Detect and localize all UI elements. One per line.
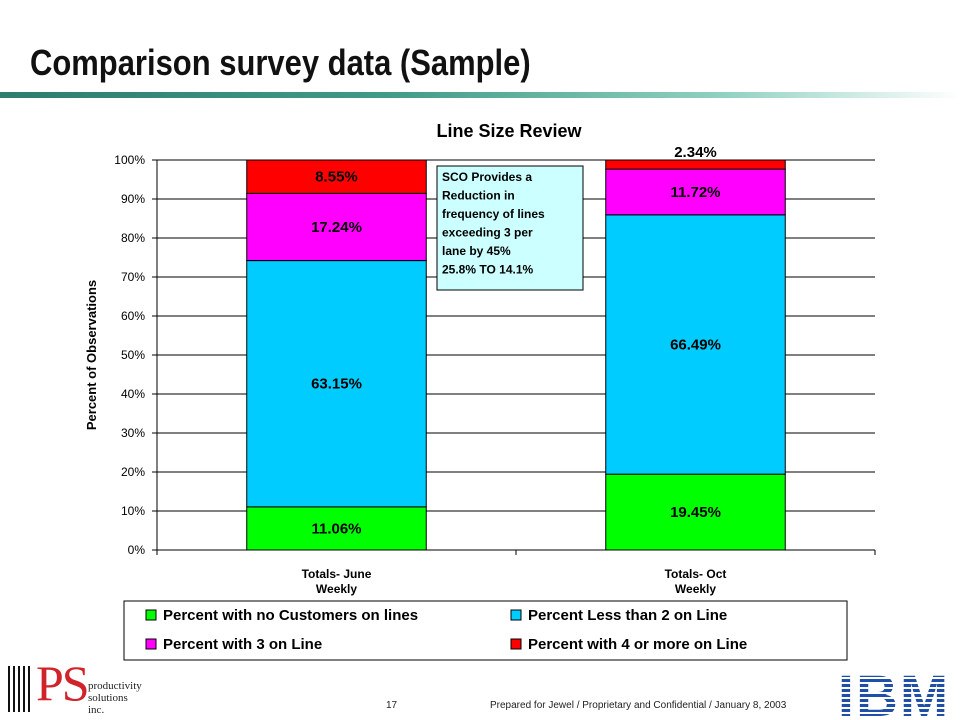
ps-logo-line2: solutions <box>88 692 128 704</box>
data-label: 66.49% <box>670 336 721 353</box>
page-number: 17 <box>386 700 398 711</box>
legend-swatch <box>510 638 522 650</box>
bar-segment <box>246 192 427 262</box>
bar-segment <box>605 159 786 170</box>
annotation-line: 25.8% TO 14.1% <box>442 263 533 277</box>
data-label: 17.24% <box>311 219 362 236</box>
y-tick-label: 100% <box>114 153 145 167</box>
chart-title: Line Size Review <box>436 121 582 141</box>
legend-swatch <box>145 609 157 621</box>
productivity-solutions-logo: PS productivity solutions inc. <box>8 658 168 718</box>
legend-swatch <box>510 609 522 621</box>
data-label: 2.34% <box>674 144 717 161</box>
y-tick-label: 30% <box>121 426 145 440</box>
y-tick-label: 80% <box>121 231 145 245</box>
legend: Percent with no Customers on lines Percen… <box>123 600 848 661</box>
annotation-box-bg <box>436 165 584 291</box>
x-tick-label: Weekly <box>675 582 716 596</box>
annotation-line: Reduction in <box>442 189 515 203</box>
legend-label: Percent with 4 or more on Line <box>528 636 747 653</box>
legend-frame <box>123 600 848 661</box>
data-label: 8.55% <box>315 169 358 186</box>
x-tick-label: Totals- June <box>302 567 372 581</box>
ps-logo-letters: PS <box>36 655 90 711</box>
legend-label: Percent with no Customers on lines <box>163 607 418 624</box>
bars <box>246 159 786 551</box>
annotation-line: lane by 45% <box>442 244 511 258</box>
y-tick-label: 50% <box>121 348 145 362</box>
x-tick-label: Weekly <box>316 582 357 596</box>
y-tick-label: 70% <box>121 270 145 284</box>
y-tick-label: 10% <box>121 504 145 518</box>
bar-segment <box>605 168 786 216</box>
x-tick-label: Totals- Oct <box>665 567 727 581</box>
title-rule <box>0 92 960 98</box>
slide-title: Comparison survey data (Sample) <box>30 42 531 83</box>
bar-segment <box>605 473 786 551</box>
bar-segment <box>246 260 427 508</box>
data-label: 19.45% <box>670 504 721 521</box>
y-tick-label: 40% <box>121 387 145 401</box>
data-labels: 11.06% 63.15% 17.24% 8.55% 19.45% 66.49% 11.72… <box>311 144 721 537</box>
data-label: 63.15% <box>311 376 362 393</box>
ibm-logo: IBM <box>838 664 950 720</box>
bar-segment <box>246 159 427 194</box>
ps-logo-line1: productivity <box>88 680 142 692</box>
y-tick-label: 60% <box>121 309 145 323</box>
ps-logo-words: productivity solutions inc. <box>88 680 142 716</box>
ps-logo-line3: inc. <box>88 704 105 716</box>
annotation-line: frequency of lines <box>442 207 545 221</box>
footer-text: Prepared for Jewel / Proprietary and Con… <box>490 700 787 711</box>
annotation-line: SCO Provides a <box>442 170 532 184</box>
axes: 0% 10% 20% 30% 40% 50% 60% 70% 80% 90% 100% Totals-… <box>114 153 876 596</box>
y-tick-label: 0% <box>128 543 146 557</box>
y-axis-label: Percent of Observations <box>84 280 99 430</box>
y-tick-label: 90% <box>121 192 145 206</box>
annotation-line: exceeding 3 per <box>442 226 533 240</box>
legend-label: Percent with 3 on Line <box>163 636 322 653</box>
data-label: 11.06% <box>311 520 361 537</box>
legend-swatch <box>145 638 157 650</box>
legend-label: Percent Less than 2 on Line <box>528 607 727 624</box>
y-tick-label: 20% <box>121 465 145 479</box>
data-label: 11.72% <box>670 184 720 201</box>
line-size-chart: Line Size Review 0% 10% 20% 30% 40% 50% 60% 70%… <box>84 121 876 661</box>
ibm-logo-text: IBM <box>838 664 950 720</box>
annotation-box: SCO Provides a Reduction in frequency of l… <box>436 165 584 291</box>
